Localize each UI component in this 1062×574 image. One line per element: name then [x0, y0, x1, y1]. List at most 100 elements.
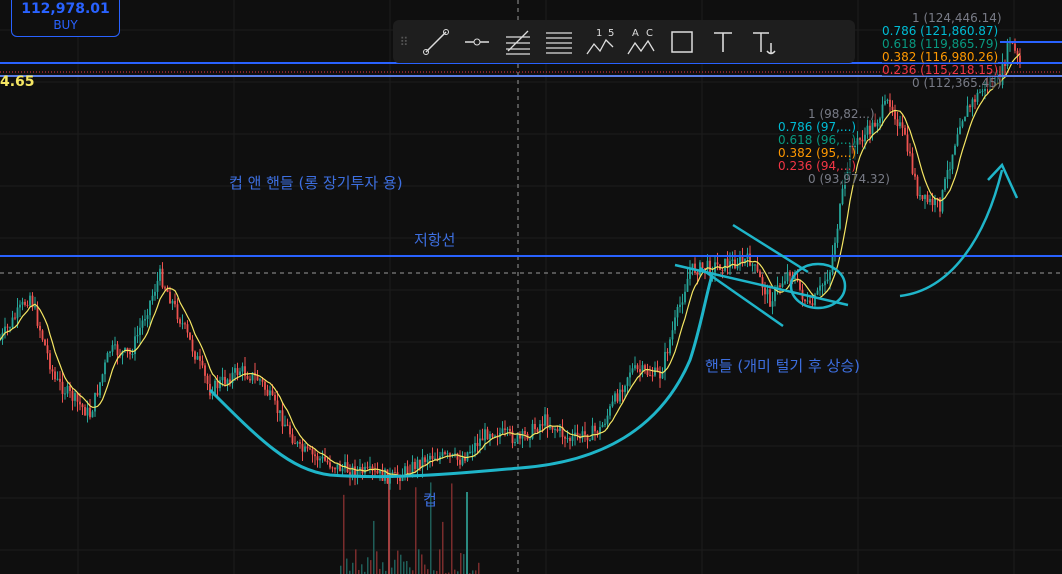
candle: [544, 414, 546, 426]
candle: [619, 389, 621, 402]
candle: [411, 461, 414, 475]
candle: [44, 339, 46, 346]
candle: [876, 122, 879, 127]
candle: [624, 385, 626, 392]
volume-bar: [376, 551, 378, 574]
cup-curve-drawing[interactable]: [208, 274, 714, 479]
fib-level-label: 0.786 (97,...): [778, 120, 857, 134]
candle: [701, 262, 704, 269]
candle: [309, 448, 311, 450]
candle: [404, 466, 406, 476]
candle: [109, 351, 111, 354]
candle: [581, 431, 584, 439]
candle: [961, 121, 964, 127]
candle: [509, 428, 511, 432]
candle: [24, 301, 26, 305]
fib-level-label: 0.786 (121,860.87): [882, 24, 999, 38]
horizontal-ray-icon[interactable]: [456, 20, 497, 63]
candle: [1004, 63, 1006, 67]
candle: [504, 428, 506, 430]
candle: [374, 470, 376, 472]
candle: [294, 443, 296, 445]
candle: [966, 105, 969, 117]
cup-text[interactable]: 컵: [423, 491, 437, 509]
resistance-text[interactable]: 저항선: [414, 231, 456, 249]
fib-retracement-icon[interactable]: [497, 20, 538, 63]
candle: [296, 442, 299, 444]
candle: [241, 366, 244, 372]
candle: [674, 317, 676, 331]
candle: [531, 423, 534, 439]
handle-channel-top[interactable]: [732, 223, 809, 274]
candle: [156, 280, 159, 292]
candle: [494, 435, 496, 437]
candle: [131, 354, 134, 356]
candle: [394, 472, 396, 474]
candle: [639, 369, 641, 372]
handle-text[interactable]: 핸들 (개미 털기 후 상승): [705, 357, 860, 375]
candle: [114, 344, 116, 346]
pattern-title-text[interactable]: 컵 앤 핸들 (롱 장기투자 용): [229, 174, 403, 192]
candle: [284, 424, 286, 427]
candle: [794, 278, 796, 280]
candle: [214, 380, 216, 395]
anchored-text-icon[interactable]: [743, 20, 784, 63]
drag-handle-icon[interactable]: ⠿: [399, 34, 409, 49]
rectangle-icon[interactable]: [661, 20, 702, 63]
candle: [879, 118, 881, 123]
candle: [641, 365, 644, 372]
candle: [344, 462, 346, 469]
candle: [739, 256, 741, 266]
arrow-head: [987, 162, 1019, 199]
handle-channel-bottom[interactable]: [699, 266, 784, 328]
candle: [144, 319, 146, 321]
candle: [354, 466, 356, 477]
candle: [666, 351, 669, 354]
candle: [776, 285, 779, 288]
candle: [336, 463, 339, 470]
candle: [194, 351, 196, 360]
candle: [574, 432, 576, 437]
candle: [206, 375, 209, 384]
price-label: 4.65: [0, 74, 35, 90]
candle: [656, 367, 659, 372]
parallel-channel-icon[interactable]: [538, 20, 579, 63]
candle: [871, 122, 874, 135]
candle: [616, 393, 619, 402]
candle: [681, 302, 684, 305]
trend-line-icon[interactable]: [415, 20, 456, 63]
candle: [71, 391, 74, 401]
candle: [319, 458, 321, 461]
candle: [881, 104, 884, 119]
volume-bar: [430, 482, 432, 574]
order-box[interactable]: 112,978.01 BUY: [11, 0, 120, 37]
volume-bar: [427, 569, 429, 574]
candle: [216, 380, 219, 389]
candle: [829, 272, 831, 280]
candle: [51, 369, 54, 372]
candle: [921, 195, 924, 200]
candle: [474, 442, 476, 452]
text-icon[interactable]: [702, 20, 743, 63]
candle: [341, 468, 344, 472]
candle: [326, 460, 329, 463]
candle: [864, 134, 866, 142]
candle: [686, 278, 689, 292]
volume-bar: [403, 561, 405, 574]
candle: [894, 110, 896, 120]
breakout-circle[interactable]: [789, 262, 847, 310]
candle: [351, 466, 354, 477]
candle: [256, 375, 259, 381]
arrow-curve[interactable]: [899, 169, 1004, 298]
candle: [81, 404, 84, 408]
candle: [61, 381, 64, 395]
candle: [161, 268, 164, 288]
candle: [696, 272, 699, 276]
candle: [231, 372, 234, 384]
candle: [724, 258, 726, 271]
candle: [441, 452, 444, 457]
candle: [586, 434, 589, 441]
